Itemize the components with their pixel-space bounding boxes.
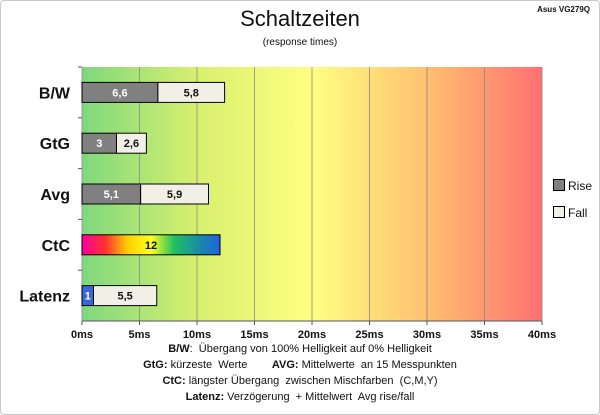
x-tick-label: 20ms (298, 329, 326, 341)
x-tick-label: 0ms (71, 329, 93, 341)
x-tick-label: 5ms (128, 329, 150, 341)
bar-fall (140, 183, 209, 205)
legend-rise-swatch (553, 179, 565, 191)
legend-rise-label: Rise (568, 179, 593, 193)
footnote-text: längster Übergang zwischen Mischfarben (… (185, 375, 438, 387)
x-tick-label: 10ms (183, 329, 211, 341)
chart-title: Schaltzeiten (240, 6, 360, 31)
footnote-text: : Übergang von 100% Helligkeit auf 0% He… (189, 343, 432, 355)
x-tick-label: 40ms (528, 329, 556, 341)
footnote-text: kürzeste Werte (167, 359, 272, 371)
footnote-term: AVG: (271, 359, 299, 371)
x-tick-label: 15ms (240, 329, 268, 341)
legend-fall: Fall (553, 206, 587, 220)
category-label: CtC (42, 238, 71, 255)
legend-fall-label: Fall (568, 206, 588, 220)
bar-rise-value: 1 (85, 291, 91, 303)
x-tick-label: 35ms (470, 329, 498, 341)
footnote-term: B/W (168, 343, 190, 355)
bar-rise-value: 12 (145, 240, 157, 252)
bar-rise (81, 234, 221, 256)
bar-rise-value: 5,1 (104, 189, 119, 201)
category-label: B/W (39, 85, 71, 102)
footnote-term: GtG: (143, 359, 168, 371)
footnote-text: Mittelwerte an 15 Messpunkten (298, 359, 457, 371)
category-label: Avg (40, 187, 70, 204)
category-label: GtG (40, 136, 70, 153)
bar-fall (157, 81, 226, 103)
bar-rise-value: 3 (96, 138, 102, 150)
footnote-line: CtC: längster Übergang zwischen Mischfar… (0, 375, 600, 387)
footnote-line: Latenz: Verzögerung + Mittelwert Avg ris… (0, 391, 600, 403)
bar-fall (116, 132, 147, 154)
x-tick-label: 30ms (413, 329, 441, 341)
category-label: Latenz (19, 289, 70, 306)
footnote-text: Verzögerung + Mittelwert Avg rise/fall (224, 391, 415, 403)
bar-fall-value: 5,5 (117, 291, 132, 303)
footnote-term: CtC: (162, 375, 186, 387)
footnote-term: Latenz: (185, 391, 225, 403)
chart-subtitle: (response times) (262, 37, 338, 48)
bar-fall-value: 5,9 (167, 189, 182, 201)
footnote-line: B/W: Übergang von 100% Helligkeit auf 0%… (0, 343, 600, 355)
bar-fall-value: 2,6 (124, 138, 139, 150)
bar-rise-value: 6,6 (112, 87, 127, 99)
x-tick-label: 25ms (355, 329, 383, 341)
monitor-model-label: Asus VG279Q (537, 5, 590, 14)
legend-fall-swatch (553, 206, 565, 218)
legend-rise: Rise (553, 179, 592, 193)
bar-fall-value: 5,8 (184, 87, 199, 99)
footnote-line: GtG: kürzeste Werte AVG: Mittelwerte an … (0, 359, 600, 371)
bar-fall (93, 285, 158, 307)
